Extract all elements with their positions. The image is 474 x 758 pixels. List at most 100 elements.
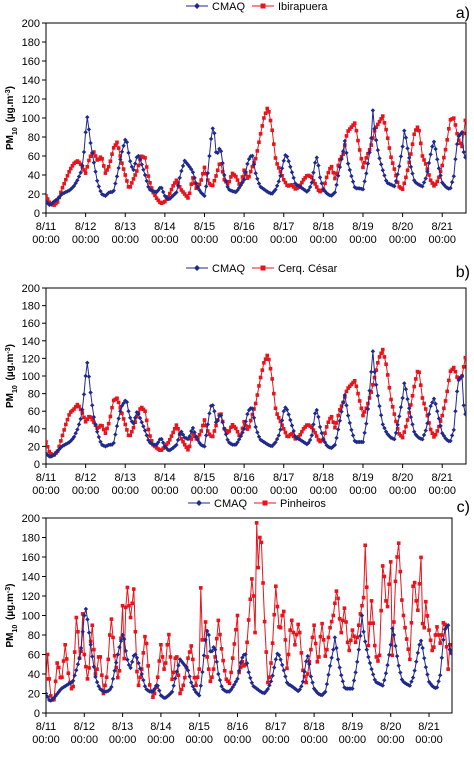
data-point xyxy=(332,442,338,448)
data-point xyxy=(290,183,294,187)
data-point xyxy=(260,124,265,128)
data-point xyxy=(372,369,377,375)
data-point xyxy=(333,425,337,430)
data-point xyxy=(201,171,205,176)
data-point xyxy=(346,386,350,390)
data-point xyxy=(334,421,339,425)
data-point xyxy=(431,139,437,144)
data-point xyxy=(410,171,415,176)
x-tick-label-line: 8/14 xyxy=(150,721,171,733)
y-axis-label-part: ) xyxy=(5,583,16,586)
data-point xyxy=(144,165,149,169)
data-point xyxy=(110,405,114,410)
data-point xyxy=(190,170,196,175)
data-point xyxy=(203,620,208,624)
data-point xyxy=(96,434,102,440)
data-point xyxy=(142,172,148,178)
data-point xyxy=(189,167,194,172)
data-point xyxy=(272,142,276,146)
data-point xyxy=(329,655,334,660)
data-point xyxy=(178,691,182,696)
data-point xyxy=(461,131,466,136)
data-point xyxy=(393,643,398,649)
data-point xyxy=(219,683,224,689)
data-point xyxy=(238,665,243,670)
data-point xyxy=(391,632,397,638)
data-point xyxy=(396,663,401,668)
data-point xyxy=(68,187,73,192)
data-point xyxy=(240,660,245,664)
data-point xyxy=(324,175,329,180)
data-point xyxy=(56,665,61,670)
data-point xyxy=(404,681,409,687)
data-point xyxy=(338,407,342,412)
x-tick-label: 8/20 00:00 xyxy=(389,472,417,497)
data-point xyxy=(83,606,89,612)
data-point xyxy=(259,689,264,695)
data-point xyxy=(380,114,385,118)
data-point xyxy=(353,670,358,675)
data-point xyxy=(426,160,432,166)
data-point xyxy=(114,174,120,179)
data-point xyxy=(423,428,428,433)
data-point xyxy=(121,417,126,421)
x-tick-label-line: 00:00 xyxy=(339,734,367,746)
data-point xyxy=(187,191,192,196)
data-point xyxy=(272,612,277,617)
data-point xyxy=(133,173,137,177)
data-point xyxy=(240,175,245,179)
data-point xyxy=(69,686,74,691)
y-tick-label: 100 xyxy=(22,113,40,125)
data-point xyxy=(286,652,291,657)
data-point xyxy=(226,679,230,684)
data-point xyxy=(97,157,101,161)
x-tick-label-line: 00:00 xyxy=(224,734,252,746)
data-point xyxy=(125,657,130,662)
data-point xyxy=(179,436,184,441)
y-axis-label-part: 10 xyxy=(12,625,19,633)
data-point xyxy=(131,177,136,181)
data-point xyxy=(262,361,266,365)
data-point xyxy=(93,154,98,158)
data-point xyxy=(250,406,255,411)
data-point xyxy=(353,640,358,645)
data-point xyxy=(190,425,196,431)
data-point xyxy=(98,686,103,692)
data-point xyxy=(347,384,352,389)
legend-marker-station xyxy=(260,3,266,9)
data-point xyxy=(345,413,351,418)
data-point xyxy=(387,385,392,390)
data-point xyxy=(85,164,90,169)
data-point xyxy=(451,427,456,433)
data-point xyxy=(204,171,208,176)
data-point xyxy=(339,630,344,635)
data-point xyxy=(414,599,419,603)
data-point xyxy=(449,433,455,438)
data-point xyxy=(313,430,317,435)
data-point xyxy=(149,439,154,443)
data-point xyxy=(161,189,166,195)
data-point xyxy=(365,406,371,412)
data-point xyxy=(382,425,387,431)
data-point xyxy=(218,149,224,154)
x-tick-label-line: 00:00 xyxy=(310,234,338,246)
data-point xyxy=(379,117,383,121)
data-point xyxy=(351,123,355,127)
data-point xyxy=(440,163,445,168)
x-tick-label: 8/16 00:00 xyxy=(224,721,252,746)
data-point xyxy=(309,647,313,652)
data-point xyxy=(91,414,97,420)
data-point xyxy=(46,691,49,696)
data-point xyxy=(179,168,184,174)
data-point xyxy=(149,188,154,193)
data-point xyxy=(255,176,260,181)
data-point xyxy=(112,668,117,673)
data-point xyxy=(399,677,405,682)
data-point xyxy=(88,390,93,395)
data-point xyxy=(414,128,418,132)
data-point xyxy=(68,166,73,171)
data-point xyxy=(360,187,366,192)
data-point xyxy=(403,387,409,392)
data-point xyxy=(312,623,316,628)
y-tick-label: 160 xyxy=(22,56,40,68)
